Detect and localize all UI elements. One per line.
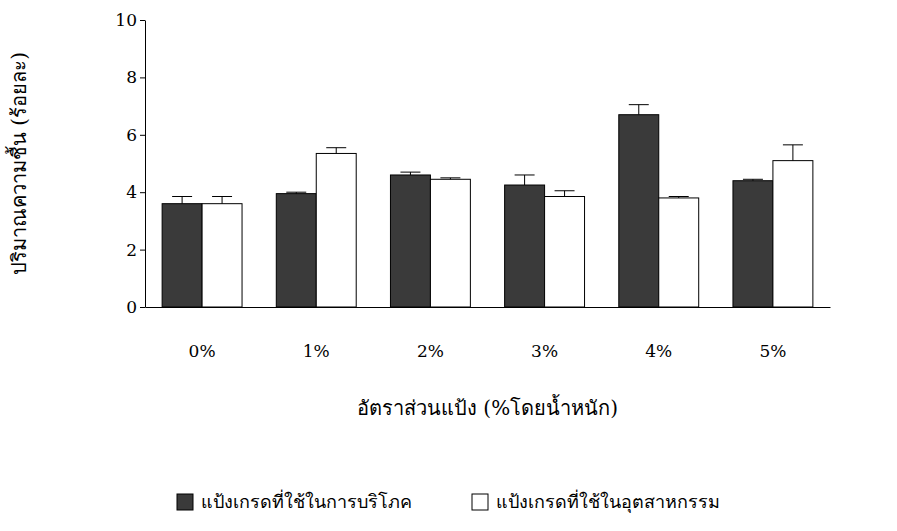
legend: แป้งเกรดที่ใช้ในการบริโภค แป้งเกรดที่ใช้ใ… <box>177 489 720 513</box>
error-bar <box>400 172 420 175</box>
y-tick-mark <box>140 250 145 251</box>
error-bar <box>743 179 763 180</box>
y-axis-title: ปริมาณความชื้น (ร้อยละ) <box>5 52 31 275</box>
bar <box>773 161 813 307</box>
bar <box>390 175 430 307</box>
x-tick: 4% <box>645 341 672 361</box>
y-tick-label: 6 <box>126 125 137 145</box>
error-line <box>182 197 183 204</box>
error-cap <box>743 179 763 180</box>
y-tick: 4 <box>126 182 145 202</box>
y-tick-mark <box>140 307 145 308</box>
x-axis-line <box>146 307 831 308</box>
bar <box>619 115 659 307</box>
bars <box>162 105 813 307</box>
y-tick: 10 <box>115 10 145 30</box>
error-cap <box>400 172 420 173</box>
error-bar <box>326 148 346 154</box>
legend-swatch <box>472 494 488 510</box>
error-cap <box>515 174 535 175</box>
error-cap <box>212 196 232 197</box>
x-axis: 0% 1% 2% 3% 4% 5% <box>146 308 831 362</box>
y-tick-mark <box>140 20 145 21</box>
bar <box>162 204 202 307</box>
bar <box>505 185 545 307</box>
error-bar <box>440 178 460 179</box>
y-axis: 0 2 4 6 8 10 <box>115 10 145 317</box>
x-tick: 0% <box>189 341 216 361</box>
error-bar <box>212 197 232 204</box>
y-tick-label: 4 <box>126 182 137 202</box>
error-cap <box>440 177 460 178</box>
y-tick-label: 0 <box>126 297 137 317</box>
bar <box>545 197 585 307</box>
error-bar <box>783 145 803 161</box>
plot: 0 2 4 6 8 10 0% 1% 2% 3% 4% 5% <box>115 10 830 361</box>
error-line <box>792 145 793 161</box>
legend-swatch <box>177 494 193 510</box>
error-line <box>524 175 525 185</box>
legend-label: แป้งเกรดที่ใช้ในอุตสาหกรรม <box>496 489 720 513</box>
y-tick: 6 <box>126 125 145 145</box>
error-bar <box>515 175 535 185</box>
bar <box>276 194 316 307</box>
error-cap <box>326 147 346 148</box>
bar <box>202 204 242 307</box>
error-cap <box>555 190 575 191</box>
legend-label: แป้งเกรดที่ใช้ในการบริโภค <box>201 489 412 512</box>
y-tick: 2 <box>126 240 145 260</box>
y-tick-mark <box>140 135 145 136</box>
x-tick-label: 5% <box>759 341 786 361</box>
x-tick-label: 2% <box>417 341 444 361</box>
error-cap <box>286 192 306 193</box>
y-tick-label: 10 <box>115 10 137 30</box>
y-tick-label: 8 <box>126 67 137 87</box>
x-tick-label: 1% <box>303 341 330 361</box>
bar <box>316 153 356 307</box>
error-cap <box>783 144 803 145</box>
x-axis-title: อัตราส่วนแป้ง (%โดยน้ำหนัก) <box>357 394 618 420</box>
error-bar <box>172 197 192 204</box>
error-bar <box>629 105 649 115</box>
legend-item: แป้งเกรดที่ใช้ในการบริโภค <box>177 489 412 512</box>
bar <box>733 181 773 307</box>
x-tick-label: 0% <box>189 341 216 361</box>
x-tick: 2% <box>417 341 444 361</box>
error-line <box>222 197 223 204</box>
x-tick-label: 3% <box>531 341 558 361</box>
error-cap <box>629 104 649 105</box>
error-line <box>336 148 337 154</box>
chart: 0 2 4 6 8 10 0% 1% 2% 3% 4% 5% อัตราส่วนแป้ง (%โดยน้… <box>0 0 897 531</box>
error-bar <box>555 191 575 197</box>
x-tick-label: 4% <box>645 341 672 361</box>
y-tick: 8 <box>126 67 145 87</box>
error-bar <box>669 197 689 198</box>
bar <box>659 198 699 307</box>
error-line <box>638 105 639 115</box>
error-cap <box>172 196 192 197</box>
bar <box>430 179 470 307</box>
y-tick-label: 2 <box>126 240 137 260</box>
y-tick-mark <box>140 192 145 193</box>
x-tick: 3% <box>531 341 558 361</box>
y-tick-mark <box>140 77 145 78</box>
x-tick: 1% <box>303 341 330 361</box>
y-tick: 0 <box>126 297 145 317</box>
legend-item: แป้งเกรดที่ใช้ในอุตสาหกรรม <box>472 489 720 513</box>
error-cap <box>669 196 689 197</box>
error-bar <box>286 192 306 193</box>
error-line <box>564 191 565 197</box>
y-axis-line <box>145 21 146 308</box>
x-tick: 5% <box>759 341 786 361</box>
